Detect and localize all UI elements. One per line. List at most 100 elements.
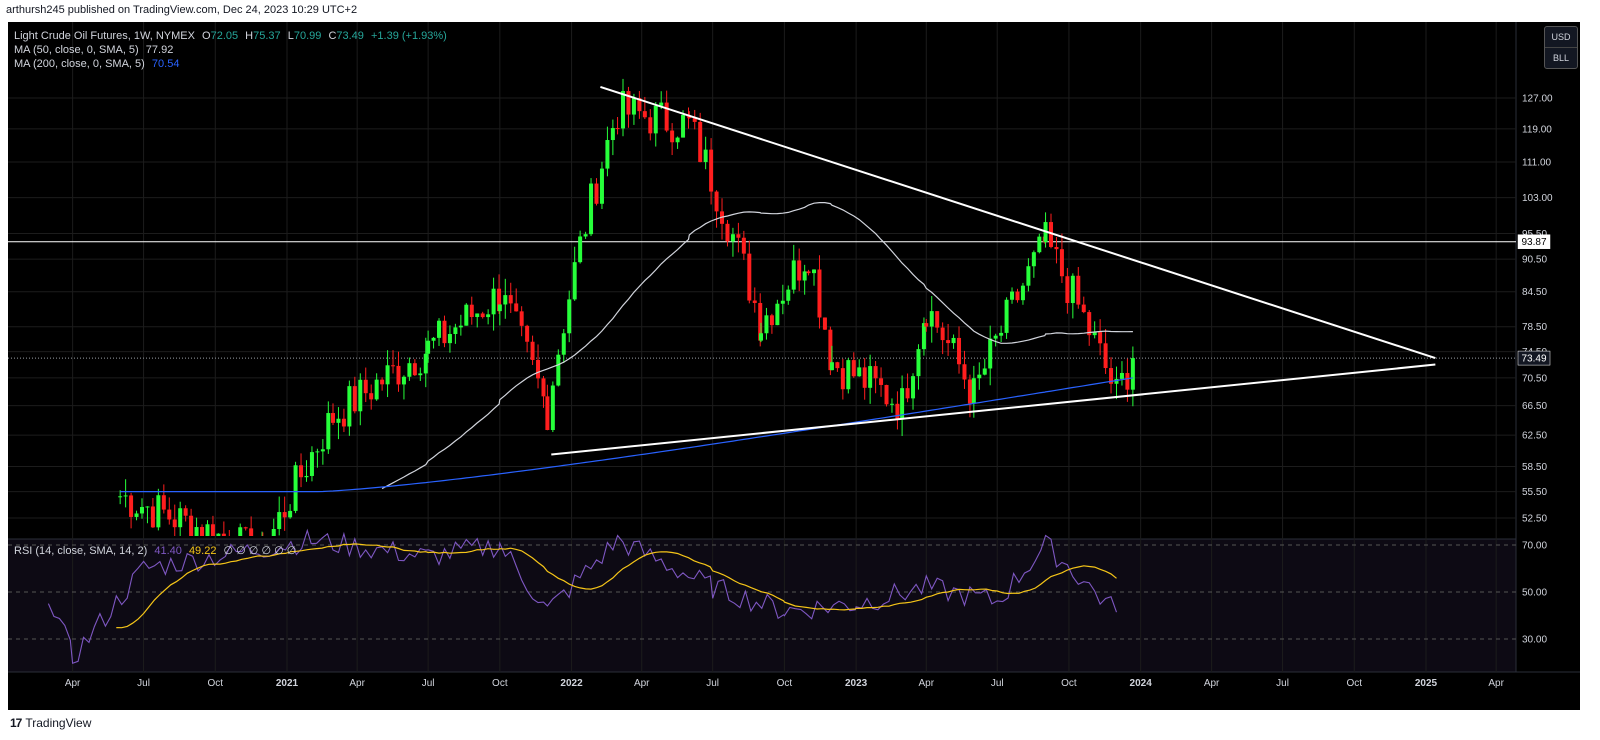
instrument-title: Light Crude Oil Futures, 1W, NYMEX (14, 30, 195, 42)
candle-body (962, 364, 967, 380)
footer-brand-text: TradingView (25, 716, 92, 730)
time-tick-label: Apr (65, 678, 81, 689)
candle-body (363, 379, 368, 394)
candle-body (396, 365, 401, 385)
candle-body (407, 363, 412, 377)
candle-body (271, 529, 276, 536)
time-tick-label: Apr (918, 678, 934, 689)
time-tick-label: Jul (706, 678, 719, 689)
candle-body (605, 140, 610, 169)
candle-body (326, 413, 331, 450)
candle-body (519, 311, 524, 326)
candle-body (1114, 378, 1119, 384)
candle-body (982, 368, 987, 375)
candle-body (1076, 275, 1081, 305)
time-tick-label: 2023 (845, 678, 868, 689)
candle-body (299, 465, 304, 478)
candle-body (536, 359, 541, 379)
footer-brand: 17 TradingView (10, 716, 91, 730)
candle-body (822, 317, 827, 330)
price-tick-label: 70.50 (1522, 373, 1547, 384)
candle-body (1070, 275, 1075, 304)
legend-ma50[interactable]: MA (50, close, 0, SMA, 5) 77.92 (14, 44, 173, 56)
candle-body (1059, 249, 1064, 277)
candle-body (999, 332, 1004, 336)
candle-body (1031, 252, 1036, 267)
price-tick-label: 90.50 (1522, 255, 1547, 266)
candle-body (840, 368, 845, 390)
legend-ma200[interactable]: MA (200, close, 0, SMA, 5) 70.54 (14, 58, 179, 70)
time-tick-label: Jul (1276, 678, 1289, 689)
candle-body (556, 354, 561, 386)
candle-body (401, 376, 406, 385)
unit-badge[interactable]: BLL (1545, 47, 1577, 68)
candle-body (221, 533, 226, 536)
candle-body (802, 271, 807, 281)
candle-body (583, 234, 588, 237)
candle-body (828, 329, 833, 371)
candle-body (374, 379, 379, 400)
candle-body (921, 323, 926, 350)
candle-body (637, 98, 642, 112)
candle-body (238, 527, 243, 536)
candle-body (615, 128, 620, 130)
candle-body (725, 223, 730, 242)
candle-body (118, 496, 123, 498)
candle-body (210, 524, 215, 536)
candle-body (1020, 285, 1025, 301)
currency-unit-badges[interactable]: USD BLL (1544, 26, 1578, 69)
candle-body (626, 91, 631, 115)
candle-body (550, 385, 555, 431)
candle-body (309, 452, 314, 476)
chart-grid (8, 22, 1580, 673)
time-tick-label: Oct (1346, 678, 1362, 689)
legend-instrument: Light Crude Oil Futures, 1W, NYMEX O72.0… (14, 30, 447, 42)
candle-body (380, 379, 385, 385)
time-tick-label: 2022 (560, 678, 583, 689)
candle-body (315, 451, 320, 453)
price-label-text: 93.87 (1521, 237, 1546, 248)
time-tick-label: 2021 (276, 678, 299, 689)
candle-body (730, 234, 735, 242)
candle-body (775, 303, 780, 326)
candle-body (385, 365, 390, 385)
candle-body (769, 315, 774, 326)
candle-body (911, 376, 916, 399)
candle-body (491, 288, 496, 315)
currency-badge[interactable]: USD (1551, 32, 1571, 42)
ma200-line (120, 377, 1133, 493)
candle-body (1010, 291, 1015, 300)
candle-body (442, 320, 447, 344)
time-tick-label: Apr (634, 678, 650, 689)
candle-body (851, 360, 856, 377)
candle-body (508, 295, 513, 304)
candle-body (780, 300, 785, 304)
candle-body (889, 403, 894, 405)
candle-body (447, 334, 452, 344)
candle-body (464, 304, 469, 326)
candle-body (1130, 358, 1135, 390)
candle-body (161, 495, 166, 510)
time-tick-label: Jul (422, 678, 435, 689)
price-label-box (1517, 350, 1551, 366)
candle-body (1087, 312, 1092, 336)
candle-body (243, 527, 248, 529)
candle-body (806, 271, 811, 274)
candle-body (123, 495, 128, 497)
candle-body (347, 386, 352, 427)
candle-body (741, 237, 746, 254)
price-tick-label: 84.50 (1522, 287, 1547, 298)
candle-body (183, 508, 188, 516)
legend-rsi[interactable]: RSI (14, close, SMA, 14, 2) 41.40 49.22 … (14, 544, 296, 557)
time-tick-label: Jul (137, 678, 150, 689)
candle-body (764, 315, 769, 334)
candle-body (797, 260, 802, 281)
candle-body (642, 111, 647, 118)
candle-body (1037, 236, 1042, 253)
candle-body (561, 333, 566, 355)
candle-body (594, 183, 599, 204)
rsi-label: RSI (14, close, SMA, 14, 2) (14, 545, 148, 557)
ohlc-close: 73.49 (336, 30, 364, 42)
candle-body (1004, 299, 1009, 333)
